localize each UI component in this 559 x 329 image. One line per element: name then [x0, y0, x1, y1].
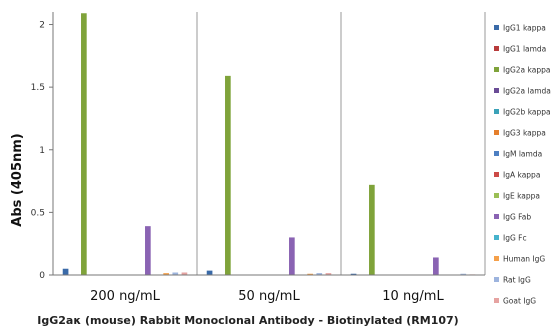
bar [81, 13, 87, 276]
legend-label: IgG2a kappa [503, 66, 550, 75]
legend: IgG1 kappa IgG1 lamda IgG2a kappa IgG2a lam… [494, 24, 551, 306]
legend-swatch [494, 172, 499, 177]
legend-label: Human IgG [503, 255, 545, 264]
grid-layer [196, 12, 486, 275]
bar [62, 268, 69, 275]
category-label: 10 ng/mL [382, 289, 444, 304]
bar [289, 237, 295, 275]
bar [163, 273, 169, 275]
x-axis-title: IgG2aκ (mouse) Rabbit Monoclonal Antibod… [37, 314, 458, 327]
legend-swatch [494, 46, 499, 51]
legend-swatch [494, 25, 499, 30]
legend-label: IgE kappa [503, 192, 540, 201]
legend-swatch [494, 298, 499, 303]
legend-swatch [494, 151, 499, 156]
legend-label: IgG1 kappa [503, 24, 546, 33]
y-tick-label: 1 [39, 146, 45, 156]
category-label: 200 ng/mL [90, 289, 160, 304]
legend-swatch [494, 214, 499, 219]
legend-label: IgG Fab [503, 213, 531, 222]
y-tick-label: 2 [39, 21, 45, 31]
y-axis-title: Abs (405nm) [10, 133, 25, 226]
bars-layer [62, 13, 476, 276]
bar [172, 272, 179, 275]
legend-swatch [494, 193, 499, 198]
bar [460, 273, 467, 275]
legend-swatch [494, 235, 499, 240]
legend-label: IgG1 lamda [503, 45, 546, 54]
category-label: 50 ng/mL [238, 289, 300, 304]
legend-label: Rat IgG [503, 276, 531, 285]
bar [369, 184, 375, 275]
y-tick-label: 0.5 [31, 208, 45, 218]
legend-swatch [494, 88, 499, 93]
bar [433, 257, 439, 275]
bar [181, 272, 188, 275]
axis-layer: 0 0.5 1 1.5 2 200 ng/mL 50 ng/mL 10 ng/mL [31, 12, 485, 304]
legend-label: IgA kappa [503, 171, 540, 180]
legend-label: IgG Fc [503, 234, 527, 243]
bar [225, 75, 231, 275]
y-tick-label: 0 [39, 271, 45, 281]
bar [307, 273, 313, 275]
legend-swatch [494, 130, 499, 135]
legend-swatch [494, 256, 499, 261]
bar [316, 273, 323, 275]
legend-swatch [494, 67, 499, 72]
bar [350, 273, 357, 275]
bar [145, 226, 151, 275]
legend-swatch [494, 277, 499, 282]
bar [325, 273, 332, 275]
legend-label: IgG3 kappa [503, 129, 546, 138]
legend-label: IgG2a lamda [503, 87, 551, 96]
legend-label: IgM lamda [503, 150, 542, 159]
legend-swatch [494, 109, 499, 114]
bar [206, 270, 213, 275]
legend-label: Goat IgG [503, 297, 536, 306]
legend-label: IgG2b kappa [503, 108, 551, 117]
y-tick-label: 1.5 [31, 83, 45, 93]
